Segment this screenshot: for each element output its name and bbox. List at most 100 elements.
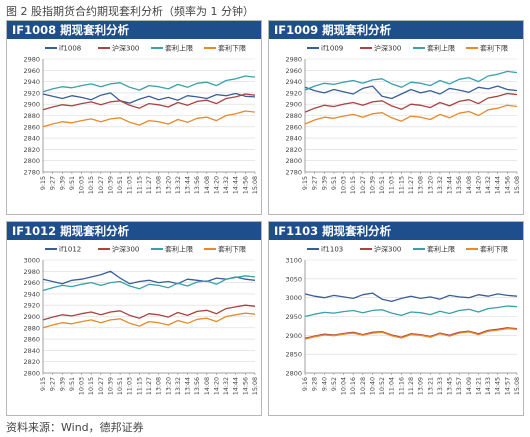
x-tick-label: 9:52 <box>331 377 338 391</box>
y-tick-label: 2880 <box>23 324 40 332</box>
x-tick-label: 13:56 <box>194 377 201 395</box>
x-tick-label: 9:39 <box>321 176 328 190</box>
y-tick-label: 2900 <box>23 313 40 321</box>
series-line <box>42 75 256 93</box>
x-tick-label: 14:44 <box>495 176 502 194</box>
chart-grid: IF1008 期现套利分析 2780 2800 2820 2840 2860 2880 29… <box>6 20 524 416</box>
x-tick-label: 13:20 <box>165 176 172 194</box>
panel-if1009: IF1009 期现套利分析 2780 2800 2820 2840 2860 2880 29… <box>268 20 524 215</box>
x-tick-label: 13:20 <box>427 176 434 194</box>
y-tick-label: 2980 <box>23 56 40 64</box>
series-line <box>42 312 256 329</box>
y-tick-label: 3050 <box>285 275 302 283</box>
legend-label: 套利上限 <box>165 245 193 254</box>
x-tick-label: 10:03 <box>79 176 86 194</box>
x-tick-label: 14:44 <box>233 377 240 395</box>
x-tick-label: 9:15 <box>302 176 309 190</box>
x-tick-label: 13:56 <box>456 176 463 194</box>
x-tick-label: 13:09 <box>418 377 425 395</box>
panel-if1103: IF1103 期现套利分析 2800 2850 2900 2950 3000 3050 31… <box>268 221 524 416</box>
y-tick-label: 3000 <box>23 257 40 265</box>
x-tick-label: 10:40 <box>369 377 376 395</box>
x-tick-label: 14:20 <box>475 176 482 194</box>
x-tick-label: 10:15 <box>350 176 357 194</box>
y-tick-label: 2980 <box>23 268 40 276</box>
y-tick-label: 2860 <box>285 123 302 131</box>
x-tick-label: 13:21 <box>427 377 434 395</box>
x-tick-label: 13:08 <box>156 176 163 194</box>
y-tick-label: 2920 <box>23 89 40 97</box>
y-tick-label: 3100 <box>285 257 302 265</box>
y-tick-label: 2920 <box>285 89 302 97</box>
y-tick-label: 2840 <box>285 135 302 143</box>
line-chart-if1103: 2800 2850 2900 2950 3000 3050 3100 9:16 9:28 9:40… <box>285 245 521 396</box>
y-tick-label: 2950 <box>285 313 302 321</box>
x-tick-label: 13:33 <box>437 377 444 395</box>
x-tick-label: 11:16 <box>398 377 405 395</box>
y-tick-label: 3000 <box>285 294 302 302</box>
y-tick-label: 2960 <box>285 67 302 75</box>
x-tick-label: 13:44 <box>447 176 454 194</box>
x-tick-label: 9:28 <box>312 377 319 391</box>
x-tick-label: 11:03 <box>127 377 134 395</box>
x-tick-label: 10:39 <box>107 176 114 194</box>
panel-title: IF1012 期现套利分析 <box>7 222 261 240</box>
x-tick-label: 9:39 <box>59 377 66 391</box>
y-tick-label: 2880 <box>23 112 40 120</box>
y-tick-label: 2780 <box>23 169 40 177</box>
x-tick-label: 11:27 <box>408 176 415 194</box>
y-tick-label: 2780 <box>285 169 302 177</box>
x-tick-label: 15:08 <box>252 377 259 395</box>
x-tick-label: 13:56 <box>194 176 201 194</box>
series-line <box>304 85 518 100</box>
legend-label: 套利上限 <box>427 245 455 254</box>
x-tick-label: 13:44 <box>185 176 192 194</box>
x-tick-label: 10:28 <box>360 377 367 395</box>
legend-label: 套利下限 <box>218 245 246 254</box>
y-tick-label: 2980 <box>285 56 302 64</box>
y-tick-label: 2940 <box>23 78 40 86</box>
x-tick-label: 13:32 <box>175 176 182 194</box>
x-tick-label: 13:08 <box>156 377 163 395</box>
legend-label: 套利下限 <box>218 44 246 53</box>
x-tick-label: 13:32 <box>175 377 182 395</box>
x-tick-label: 11:03 <box>127 176 134 194</box>
page-title: 图 2 股指期货合约期现套利分析（频率为 1 分钟） <box>6 5 254 18</box>
x-tick-label: 9:39 <box>59 176 66 190</box>
y-tick-label: 2960 <box>23 279 40 287</box>
x-tick-label: 10:03 <box>341 176 348 194</box>
y-tick-label: 2820 <box>285 146 302 154</box>
x-tick-label: 14:32 <box>223 176 230 194</box>
y-tick-label: 2820 <box>23 358 40 366</box>
y-tick-label: 2800 <box>285 370 302 378</box>
x-tick-label: 11:15 <box>136 176 143 194</box>
x-tick-label: 14:08 <box>204 176 211 194</box>
x-tick-label: 14:09 <box>466 377 473 395</box>
series-line <box>42 110 256 128</box>
x-tick-label: 11:28 <box>408 377 415 395</box>
x-tick-label: 9:15 <box>40 377 47 391</box>
panel-if1008: IF1008 期现套利分析 2780 2800 2820 2840 2860 2880 29… <box>6 20 262 215</box>
x-tick-label: 15:08 <box>252 176 259 194</box>
y-tick-label: 2850 <box>285 351 302 359</box>
x-tick-label: 9:16 <box>302 377 309 391</box>
x-tick-label: 15:08 <box>514 377 521 395</box>
x-tick-label: 14:56 <box>504 176 511 194</box>
legend-label: if1009 <box>321 45 343 53</box>
x-tick-label: 14:32 <box>485 176 492 194</box>
legend-label: 套利下限 <box>480 245 508 254</box>
x-tick-label: 14:56 <box>242 377 249 395</box>
x-tick-label: 14:45 <box>495 377 502 395</box>
x-tick-label: 13:32 <box>437 176 444 194</box>
x-tick-label: 13:44 <box>185 377 192 395</box>
y-tick-label: 2900 <box>285 332 302 340</box>
series-line <box>42 270 256 285</box>
x-tick-label: 10:03 <box>79 377 86 395</box>
legend-label: if1103 <box>321 246 343 254</box>
x-tick-label: 13:45 <box>447 377 454 395</box>
line-chart-if1009: 2780 2800 2820 2840 2860 2880 2900 2920 2940 2960… <box>285 44 521 195</box>
y-tick-label: 2920 <box>23 302 40 310</box>
y-tick-label: 2900 <box>23 101 40 109</box>
x-tick-label: 10:27 <box>98 377 105 395</box>
y-tick-label: 2860 <box>23 336 40 344</box>
